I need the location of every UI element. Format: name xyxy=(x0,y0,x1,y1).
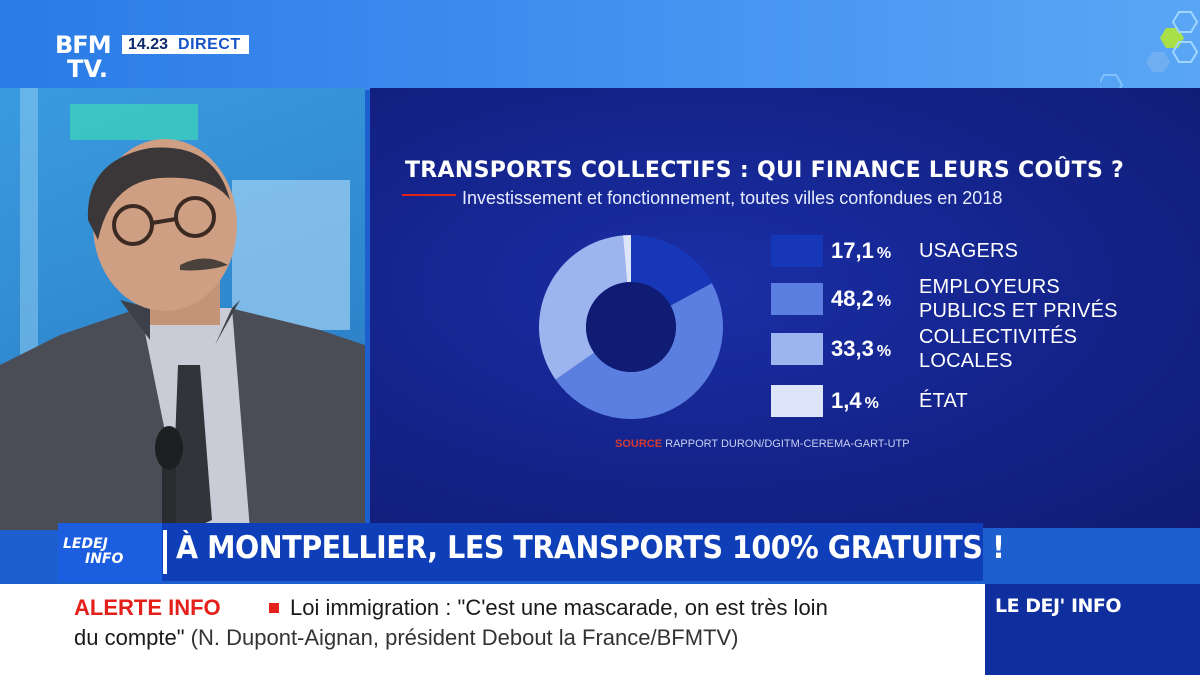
program-logo-line1: LEDEJ xyxy=(63,536,108,552)
presenter-mustache xyxy=(180,258,228,271)
legend-value-number: 1,4 xyxy=(831,388,862,413)
legend-label: EMPLOYEURS PUBLICS ET PRIVÉS xyxy=(919,275,1118,323)
alert-label: ALERTE INFO xyxy=(74,595,221,620)
program-logo-line2: INFO xyxy=(85,551,124,567)
live-label: DIRECT xyxy=(178,35,241,53)
legend-value-number: 33,3 xyxy=(831,336,874,361)
legend-label-line: COLLECTIVITÉS xyxy=(919,326,1078,348)
alert-quote-end: du compte" xyxy=(74,625,185,650)
legend-label: USAGERS xyxy=(919,239,1018,263)
donut-slice-1 xyxy=(631,235,712,306)
donut-chart xyxy=(539,235,723,419)
hexagon-decoration-icon xyxy=(1100,11,1199,90)
chart-source: SOURCE RAPPORT DURON/DGITM-CEREMA-GART-U… xyxy=(615,438,910,450)
headline-text: À MONTPELLIER, LES TRANSPORTS 100% GRATU… xyxy=(176,530,1005,566)
presenter-hair xyxy=(87,147,230,240)
program-logo: LEDEJ INFO xyxy=(58,523,162,581)
legend-item: 1,4% ÉTAT xyxy=(771,384,968,418)
clock-time: 14.23 xyxy=(128,35,169,53)
source-text: RAPPORT DURON/DGITM-CEREMA-GART-UTP xyxy=(665,438,910,450)
legend-value: 17,1% xyxy=(831,238,917,264)
donut-slice-4 xyxy=(622,235,631,283)
alert-line-2: du compte" (N. Dupont-Aignan, président … xyxy=(74,625,738,651)
legend-label-line: LOCALES xyxy=(919,350,1013,372)
channel-logo: BFM TV. xyxy=(55,33,117,85)
channel-logo-line1: BFM xyxy=(55,31,112,59)
legend-swatch xyxy=(771,333,823,365)
legend-value-number: 17,1 xyxy=(831,238,874,263)
legend-item: 48,2% EMPLOYEURS PUBLICS ET PRIVÉS xyxy=(771,276,1118,322)
legend-value-sign: % xyxy=(876,245,892,262)
clock-badge: 14.23 DIRECT xyxy=(122,35,249,54)
presenter-lapel-right xyxy=(215,300,240,345)
hexagon-outline-3 xyxy=(1100,74,1124,90)
presenter-tie xyxy=(172,365,212,530)
legend-label-line: PUBLICS ET PRIVÉS xyxy=(919,300,1118,322)
legend-swatch xyxy=(771,283,823,315)
legend-value: 33,3% xyxy=(831,336,917,362)
source-key: SOURCE xyxy=(615,438,663,450)
studio-light-stripe xyxy=(20,88,38,388)
hexagon-outline-2 xyxy=(1171,41,1199,63)
chart-title: TRANSPORTS COLLECTIFS : QUI FINANCE LEUR… xyxy=(405,158,1125,183)
legend-label-line: USAGERS xyxy=(919,240,1019,262)
donut-slice-2 xyxy=(555,283,723,419)
legend-swatch xyxy=(771,385,823,417)
headline-bar xyxy=(58,523,983,581)
title-accent-line xyxy=(402,194,456,196)
legend-item: 33,3% COLLECTIVITÉS LOCALES xyxy=(771,326,1077,372)
microphone-stand xyxy=(162,450,176,530)
glasses-left-icon xyxy=(112,204,154,246)
presenter-image xyxy=(0,139,365,530)
legend-label: ÉTAT xyxy=(919,389,968,413)
legend-value-number: 48,2 xyxy=(831,286,874,311)
legend-value-sign: % xyxy=(876,343,892,360)
legend-label-line: ÉTAT xyxy=(919,390,968,412)
channel-logo-line2: TV. xyxy=(67,55,108,83)
headline-separator xyxy=(163,530,167,574)
donut-slice-3 xyxy=(539,235,628,380)
alert-square-icon xyxy=(269,603,279,613)
alert-line-1: Loi immigration : "C'est une mascarade, … xyxy=(290,595,828,620)
legend-value: 1,4% xyxy=(831,388,917,414)
infographic-panel: TRANSPORTS COLLECTIFS : QUI FINANCE LEUR… xyxy=(370,88,1200,528)
chart-subtitle: Investissement et fonctionnement, toutes… xyxy=(462,188,1003,208)
legend-label: COLLECTIVITÉS LOCALES xyxy=(919,325,1077,373)
alert-attribution: (N. Dupont-Aignan, président Debout la F… xyxy=(190,625,739,650)
alert-ticker xyxy=(0,584,985,675)
program-box-label: LE DEJ' INFO xyxy=(995,595,1122,617)
donut-hole xyxy=(586,282,676,372)
legend-swatch xyxy=(771,235,823,267)
legend-value: 48,2% xyxy=(831,286,917,312)
glasses-bridge xyxy=(151,217,177,225)
legend-value-sign: % xyxy=(876,293,892,310)
hexagon-fill xyxy=(1146,52,1170,72)
legend-label-line: EMPLOYEURS xyxy=(919,276,1060,298)
studio-light-panel xyxy=(232,180,350,330)
program-box xyxy=(985,584,1200,675)
presenter-lapel-left xyxy=(120,300,150,340)
glasses-right-icon xyxy=(174,196,216,238)
legend-value-sign: % xyxy=(864,395,879,412)
studio-teal-panel xyxy=(70,104,198,140)
legend-item: 17,1% USAGERS xyxy=(771,234,1018,268)
microphone-icon xyxy=(155,426,183,470)
hexagon-outline-1 xyxy=(1171,11,1199,33)
